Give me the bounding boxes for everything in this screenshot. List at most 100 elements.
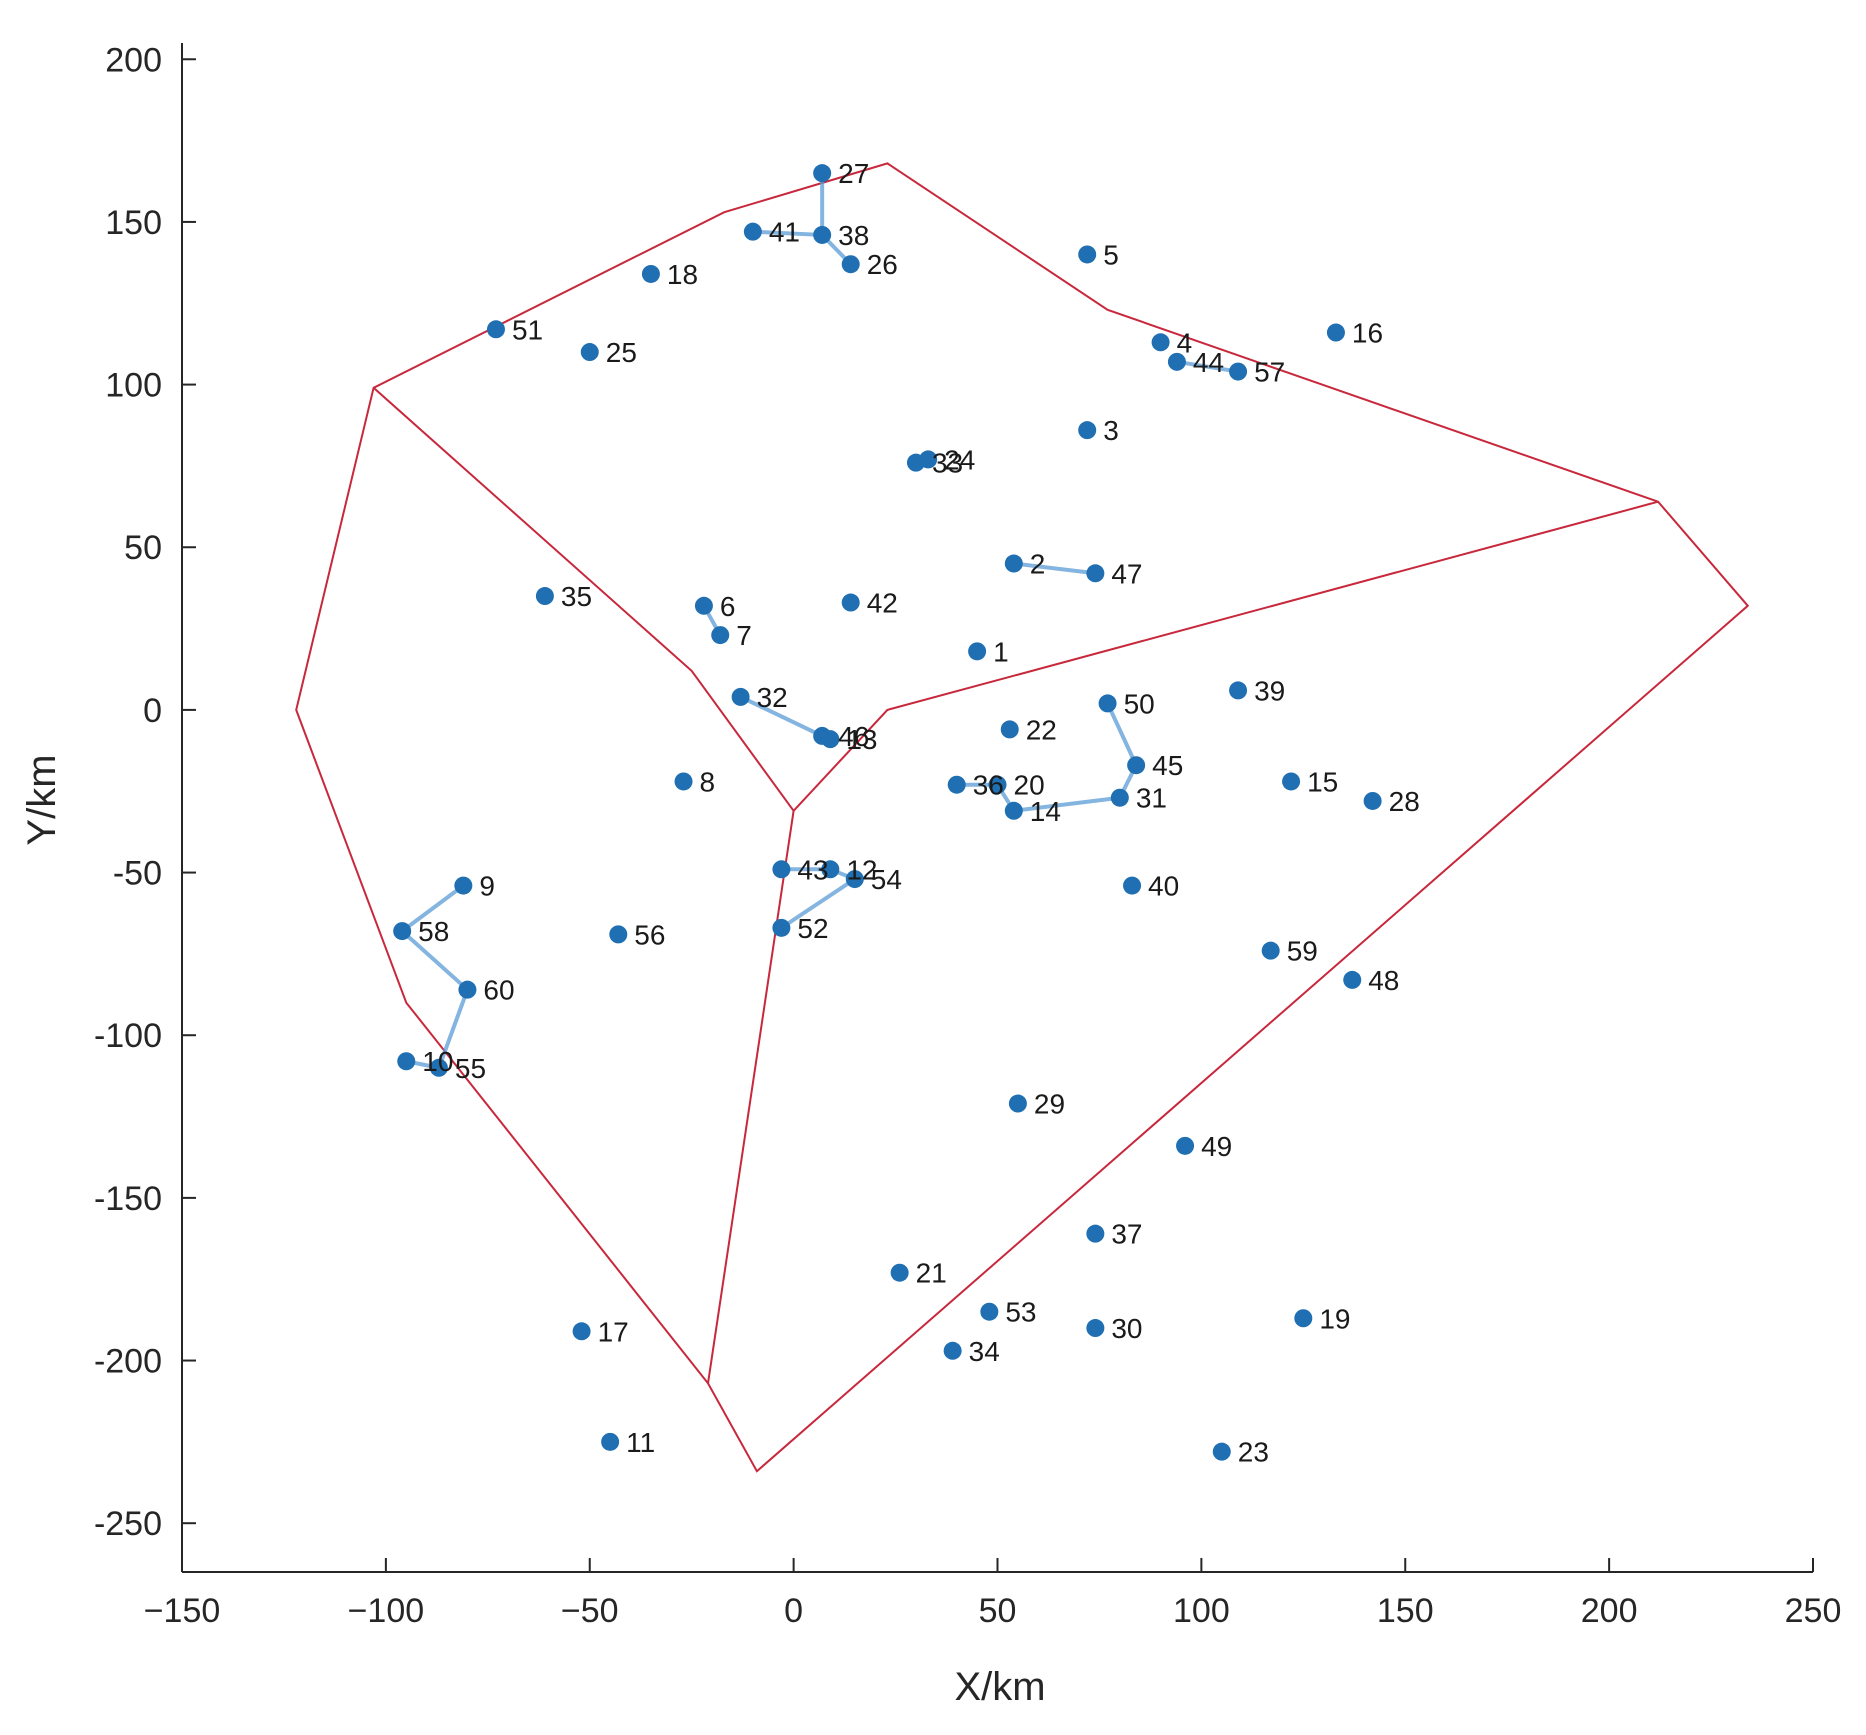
- point-label-53: 53: [1005, 1297, 1036, 1328]
- point-label-20: 20: [1014, 770, 1045, 801]
- point-label-11: 11: [626, 1427, 655, 1458]
- data-point-8: [674, 772, 693, 791]
- data-point-41: [743, 222, 762, 241]
- point-label-31: 31: [1136, 783, 1167, 814]
- link-9-58: [400, 883, 465, 933]
- point-label-55: 55: [455, 1053, 486, 1084]
- data-point-4: [1151, 333, 1170, 352]
- point-label-26: 26: [867, 249, 898, 280]
- point-label-51: 51: [512, 314, 543, 345]
- point-label-44: 44: [1193, 347, 1224, 378]
- point-label-1: 1: [993, 636, 1009, 667]
- data-point-55: [429, 1058, 448, 1077]
- point-label-34: 34: [969, 1336, 1000, 1367]
- point-label-40: 40: [1148, 871, 1179, 902]
- data-point-54: [845, 870, 864, 889]
- point-label-39: 39: [1254, 675, 1285, 706]
- point-label-42: 42: [867, 588, 898, 619]
- point-label-54: 54: [871, 864, 902, 895]
- point-label-50: 50: [1124, 688, 1155, 719]
- point-label-48: 48: [1368, 965, 1399, 996]
- data-point-25: [580, 343, 599, 362]
- y-tick-label: 150: [105, 204, 162, 242]
- data-point-50: [1098, 694, 1117, 713]
- x-tick-label: 100: [1173, 1592, 1230, 1630]
- data-point-38: [813, 225, 832, 244]
- data-point-46: [813, 726, 832, 745]
- point-label-9: 9: [479, 871, 495, 902]
- point-label-32: 32: [757, 682, 788, 713]
- y-tick-label: 200: [105, 41, 162, 79]
- data-points: [393, 164, 1382, 1461]
- point-label-16: 16: [1352, 318, 1383, 349]
- data-point-16: [1326, 323, 1345, 342]
- point-label-58: 58: [418, 916, 449, 947]
- data-point-3: [1078, 421, 1097, 440]
- point-label-29: 29: [1034, 1089, 1065, 1120]
- region-boundary-1: [295, 162, 1750, 1473]
- link-31-14: [1013, 795, 1121, 813]
- point-label-25: 25: [606, 337, 637, 368]
- y-tick-label: 50: [124, 529, 162, 567]
- y-tick-label: -100: [94, 1017, 162, 1055]
- region-boundary-3: [707, 810, 795, 1384]
- data-point-15: [1282, 772, 1301, 791]
- point-label-36: 36: [973, 770, 1004, 801]
- data-point-60: [458, 980, 477, 999]
- data-point-18: [641, 264, 660, 283]
- point-label-37: 37: [1111, 1219, 1142, 1250]
- data-point-45: [1127, 756, 1146, 775]
- data-point-26: [841, 255, 860, 274]
- point-label-45: 45: [1152, 750, 1183, 781]
- data-point-9: [454, 876, 473, 895]
- point-label-23: 23: [1238, 1437, 1269, 1468]
- data-point-43: [772, 860, 791, 879]
- data-point-44: [1167, 352, 1186, 371]
- x-axis-title: X/km: [954, 1665, 1045, 1709]
- data-point-39: [1229, 681, 1248, 700]
- point-label-3: 3: [1103, 415, 1119, 446]
- point-label-46: 46: [838, 721, 869, 752]
- data-point-1: [968, 642, 987, 661]
- point-label-49: 49: [1201, 1131, 1232, 1162]
- data-point-10: [397, 1052, 416, 1071]
- point-label-43: 43: [797, 854, 828, 885]
- point-label-19: 19: [1319, 1303, 1350, 1334]
- data-point-17: [572, 1322, 591, 1341]
- data-point-30: [1086, 1319, 1105, 1338]
- axes: −150 −100 −50 0 50 100 150 200 250200150100500-5…: [94, 41, 1841, 1630]
- data-point-58: [393, 922, 412, 941]
- point-label-7: 7: [736, 620, 752, 651]
- point-label-17: 17: [598, 1316, 629, 1347]
- y-tick-label: 100: [105, 367, 162, 405]
- point-label-5: 5: [1103, 239, 1119, 270]
- point-label-14: 14: [1030, 796, 1061, 827]
- data-point-21: [890, 1263, 909, 1282]
- point-label-27: 27: [838, 158, 869, 189]
- point-label-10: 10: [422, 1046, 453, 1077]
- data-point-52: [772, 918, 791, 937]
- x-tick-label: −50: [561, 1592, 619, 1630]
- data-point-36: [947, 775, 966, 794]
- data-point-27: [813, 164, 832, 183]
- data-point-2: [1004, 554, 1023, 573]
- y-tick-label: 0: [143, 692, 162, 730]
- link-58-60: [400, 929, 469, 992]
- point-label-8: 8: [700, 766, 716, 797]
- point-labels: 1234567891011121314151617181920212223242…: [418, 158, 1420, 1468]
- data-point-53: [980, 1302, 999, 1321]
- point-label-30: 30: [1111, 1313, 1142, 1344]
- point-label-13: 13: [846, 724, 877, 755]
- data-point-32: [731, 687, 750, 706]
- point-label-60: 60: [483, 975, 514, 1006]
- point-label-38: 38: [838, 220, 869, 251]
- y-axis-title: Y/km: [20, 754, 64, 845]
- data-point-19: [1294, 1309, 1313, 1328]
- point-label-12: 12: [846, 854, 877, 885]
- link-2-47: [1013, 561, 1096, 576]
- x-tick-label: 200: [1581, 1592, 1638, 1630]
- point-label-24: 24: [944, 444, 975, 475]
- data-point-5: [1078, 245, 1097, 264]
- point-label-56: 56: [634, 919, 665, 950]
